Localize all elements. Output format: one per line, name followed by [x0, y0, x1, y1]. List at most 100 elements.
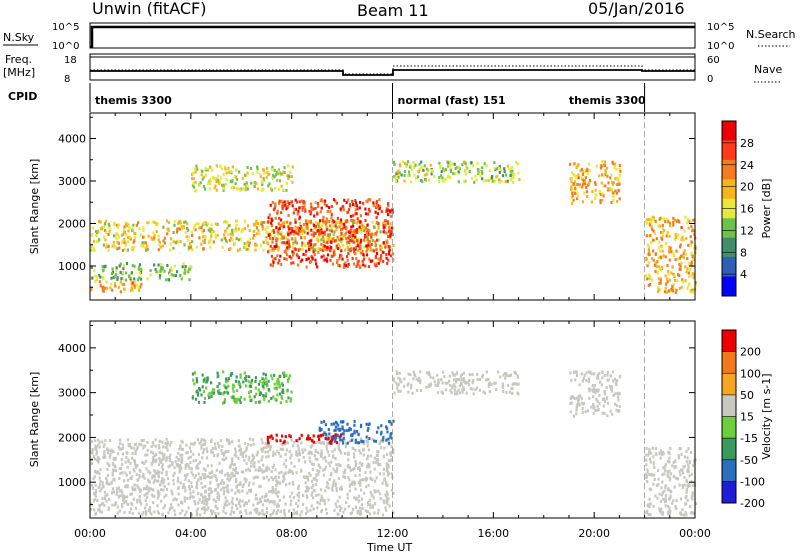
range-cell [203, 502, 206, 505]
range-cell [298, 200, 301, 204]
range-cell [668, 258, 671, 262]
range-cell [288, 450, 291, 454]
range-cell [204, 221, 207, 225]
range-cell [578, 183, 581, 187]
range-cell [239, 237, 242, 241]
range-cell [297, 459, 300, 463]
colorbar-tick-label: 12 [740, 224, 754, 237]
range-cell [115, 268, 118, 272]
range-cell [664, 463, 668, 466]
range-cell [238, 170, 241, 174]
range-cell [151, 474, 154, 478]
range-cell [658, 492, 661, 496]
range-cell [163, 236, 166, 240]
range-cell [217, 391, 220, 395]
range-cell [337, 444, 340, 448]
range-cell [263, 378, 266, 382]
range-cell [301, 208, 304, 212]
range-cell [276, 511, 279, 514]
range-cell [680, 513, 683, 516]
range-cell [214, 474, 217, 478]
range-cell [292, 242, 295, 246]
range-cell [335, 463, 338, 467]
range-cell [287, 247, 290, 251]
range-cell [576, 396, 579, 400]
range-cell [292, 482, 295, 486]
range-cell [253, 455, 256, 459]
range-cell [301, 450, 304, 454]
range-cell [220, 469, 224, 473]
range-cell [153, 454, 156, 458]
range-cell [279, 454, 282, 458]
range-cell [358, 225, 361, 229]
range-cell [688, 219, 691, 223]
range-cell [385, 462, 388, 466]
range-cell [281, 434, 284, 438]
range-cell [661, 234, 664, 238]
range-cell [153, 263, 156, 267]
range-cell [290, 237, 293, 241]
range-cell [246, 184, 249, 188]
range-cell [376, 454, 379, 457]
range-cell [274, 204, 277, 208]
range-cell [185, 443, 188, 447]
range-cell [365, 510, 369, 514]
range-cell [228, 238, 231, 242]
range-cell [430, 169, 433, 173]
range-cell [131, 289, 134, 293]
range-cell [332, 250, 335, 254]
range-cell [592, 387, 595, 391]
range-cell [157, 444, 160, 448]
range-cell [658, 267, 661, 271]
range-cell [351, 219, 354, 222]
range-cell [118, 264, 121, 268]
range-cell [95, 445, 98, 449]
range-cell [253, 181, 256, 185]
range-cell [177, 476, 180, 480]
range-cell [601, 376, 604, 380]
range-cell [95, 489, 98, 493]
range-cell [329, 240, 332, 244]
range-cell [580, 176, 583, 180]
range-cell [691, 497, 694, 501]
range-cell [605, 166, 609, 170]
range-cell [612, 394, 615, 397]
range-cell [225, 380, 228, 384]
range-cell [217, 174, 220, 178]
range-cell [114, 456, 117, 460]
range-cell [121, 452, 124, 456]
range-cell [107, 233, 110, 236]
range-cell [291, 480, 294, 484]
range-cell [374, 232, 377, 235]
range-cell [647, 245, 650, 249]
range-cell [596, 399, 599, 403]
range-cell [602, 398, 605, 401]
range-cell [222, 188, 225, 192]
range-cell [470, 176, 474, 180]
nsearch-tick-bottom: 10^0 [707, 41, 734, 52]
range-cell [94, 483, 97, 487]
range-cell [304, 489, 307, 493]
range-cell [201, 223, 204, 227]
range-cell [135, 472, 138, 476]
range-cell [385, 498, 388, 502]
range-cell [352, 234, 355, 237]
range-cell [306, 231, 309, 235]
range-cell [275, 439, 278, 443]
range-cell [236, 249, 240, 252]
range-cell [513, 371, 516, 375]
range-cell [121, 249, 125, 252]
range-cell [369, 477, 372, 481]
range-cell [354, 245, 357, 249]
range-cell [265, 499, 268, 503]
range-cell [286, 220, 289, 224]
range-cell [156, 491, 159, 495]
range-cell [280, 396, 284, 400]
range-cell [256, 165, 259, 169]
range-cell [398, 379, 402, 383]
range-cell [337, 463, 340, 467]
range-cell [647, 253, 650, 257]
range-cell [288, 482, 291, 486]
range-cell [215, 500, 218, 503]
range-cell [267, 233, 270, 237]
